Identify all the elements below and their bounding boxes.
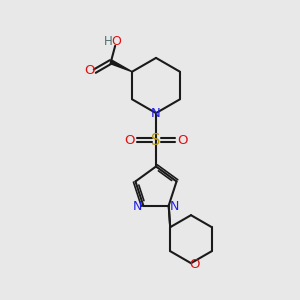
Text: O: O — [177, 134, 188, 147]
Text: O: O — [125, 134, 135, 147]
Text: N: N — [170, 200, 179, 213]
Text: S: S — [151, 133, 161, 148]
Text: O: O — [189, 258, 200, 271]
Polygon shape — [110, 60, 132, 72]
Text: N: N — [151, 106, 161, 120]
Text: H: H — [104, 35, 113, 48]
Text: N: N — [133, 200, 142, 213]
Text: O: O — [112, 35, 122, 48]
Text: O: O — [85, 64, 95, 77]
